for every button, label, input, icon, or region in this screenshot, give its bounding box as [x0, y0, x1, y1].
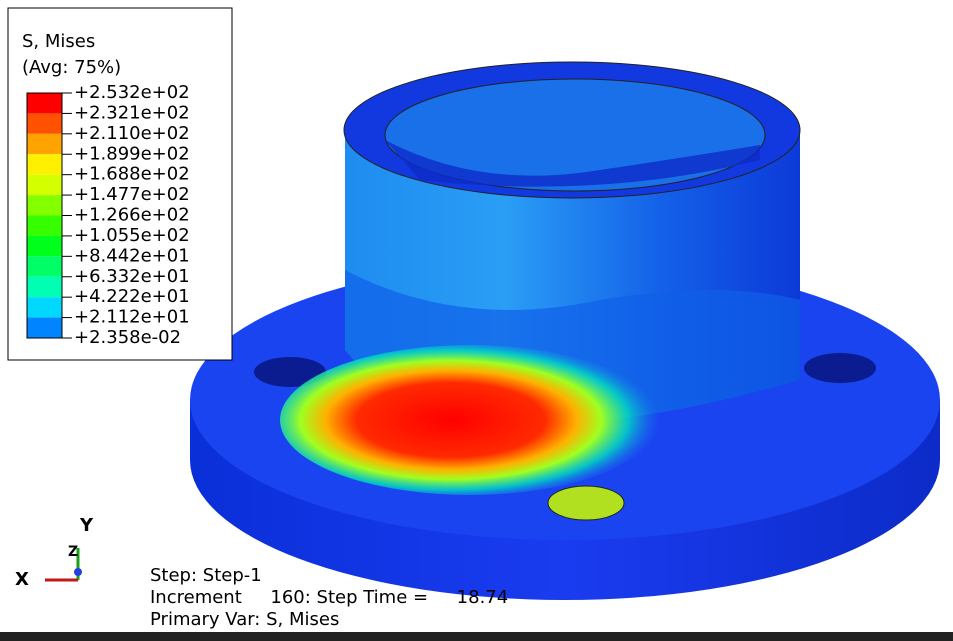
legend-label: +1.477e+02: [74, 184, 190, 205]
color-band: [27, 235, 62, 257]
legend-label: +6.332e+01: [74, 266, 190, 287]
color-band: [27, 317, 62, 338]
legend-label: +1.688e+02: [74, 164, 190, 185]
legend-subtitle: (Avg: 75%): [22, 57, 121, 78]
legend-label: +4.222e+01: [74, 286, 190, 307]
color-band: [27, 276, 62, 298]
color-band: [27, 133, 62, 155]
bottom-bar: [0, 632, 953, 641]
axis-z: Z: [68, 544, 78, 560]
legend: S, Mises (Avg: 75%) +2.532e+02+2.321e+02…: [7, 7, 233, 361]
legend-label: +8.442e+01: [74, 245, 190, 266]
color-band: [27, 174, 62, 196]
color-bar: +2.532e+02+2.321e+02+2.110e+02+1.899e+02…: [26, 82, 190, 348]
model: [190, 61, 940, 600]
primary-var-text: Primary Var: S, Mises: [150, 609, 339, 630]
legend-label: +2.112e+01: [74, 307, 190, 328]
axis-x: X: [15, 569, 29, 590]
legend-label: +2.532e+02: [74, 82, 190, 103]
legend-label: +2.110e+02: [74, 123, 190, 144]
color-band: [27, 154, 62, 175]
color-band: [27, 93, 62, 114]
info: Step: Step-1 Increment 160: Step Time = …: [150, 565, 508, 630]
legend-label: +1.899e+02: [74, 143, 190, 164]
axis-y: Y: [79, 515, 94, 536]
legend-label: +1.055e+02: [74, 225, 190, 246]
step-text: Step: Step-1: [150, 565, 262, 586]
color-band: [27, 215, 62, 236]
color-band: [27, 256, 62, 277]
legend-label: +2.358e-02: [74, 327, 181, 348]
increment-text: Increment 160: Step Time = 18.74: [150, 587, 508, 608]
color-band: [27, 297, 62, 318]
triad: Y Z X: [15, 515, 94, 590]
legend-label: +1.266e+02: [74, 205, 190, 226]
color-band: [27, 195, 62, 216]
legend-title: S, Mises: [22, 31, 95, 52]
color-band: [27, 113, 62, 134]
legend-label: +2.321e+02: [74, 102, 190, 123]
